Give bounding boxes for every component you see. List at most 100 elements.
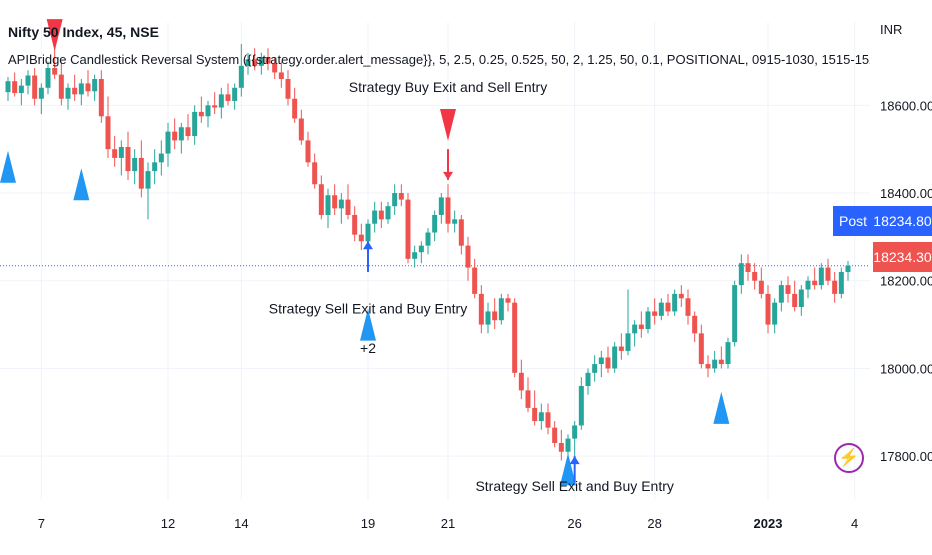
candle-body — [798, 289, 804, 308]
x-tick-label: 28 — [647, 516, 661, 531]
candle-body — [432, 214, 438, 233]
candle-body — [625, 333, 631, 351]
candle-body — [505, 298, 511, 303]
post-button[interactable]: Post — [833, 206, 873, 236]
candle-body — [12, 81, 18, 94]
candle-body — [425, 232, 431, 246]
candle-body — [538, 412, 544, 422]
y-tick-label: 18400.00 — [880, 186, 932, 201]
candle-body — [5, 81, 11, 93]
candle-body — [405, 199, 411, 259]
candle-body — [305, 140, 311, 163]
candle-body — [452, 219, 458, 224]
candle-body — [412, 252, 418, 259]
strategy-annotation: +2 — [360, 340, 376, 356]
candle-body — [392, 193, 398, 207]
x-tick-label: 4 — [851, 516, 858, 531]
candle-body — [152, 162, 158, 172]
candle-body — [832, 280, 838, 294]
candle-body — [578, 385, 584, 426]
candle-body — [545, 412, 551, 428]
candle-body — [785, 285, 791, 294]
candle-body — [145, 171, 151, 189]
candle-body — [705, 364, 711, 369]
candle-body — [245, 59, 251, 66]
candle-body — [438, 197, 444, 215]
candle-body — [665, 302, 671, 312]
candle-body — [365, 223, 371, 242]
buy-signal-triangle — [713, 391, 730, 424]
candle-body — [825, 267, 831, 281]
candle-body — [618, 346, 624, 351]
sell-signal-triangle — [46, 19, 63, 52]
sell-signal-triangle — [440, 109, 456, 142]
x-tick-label: 14 — [234, 516, 248, 531]
candle-body — [312, 162, 318, 185]
candle-body — [265, 57, 271, 64]
candle-body — [845, 265, 851, 272]
candle-body — [225, 94, 231, 101]
candle-body — [112, 149, 118, 158]
candle-body — [105, 116, 111, 150]
x-tick-label: 7 — [38, 516, 45, 531]
candle-body — [632, 324, 638, 334]
candle-body — [178, 127, 184, 141]
candle-body — [552, 427, 558, 443]
candle-body — [92, 79, 98, 92]
candle-body — [685, 298, 691, 316]
candle-body — [525, 390, 531, 408]
candle-body — [325, 195, 331, 215]
currency-label: INR — [880, 22, 903, 37]
candle-body — [565, 438, 571, 452]
candle-body — [445, 197, 451, 224]
candle-body — [572, 425, 578, 439]
candle-body — [232, 87, 238, 101]
candle-body — [298, 118, 304, 141]
candle-body — [658, 302, 664, 316]
candle-body — [358, 234, 364, 242]
candle-body — [385, 206, 391, 220]
candle-body — [158, 153, 164, 163]
buy-signal-triangle — [360, 308, 376, 341]
candle-body — [638, 324, 644, 329]
candle-body — [818, 267, 824, 286]
candle-body — [478, 293, 484, 325]
indicator-legend[interactable]: APIBridge Candlestick Reversal System ({… — [8, 52, 870, 67]
candle-body — [645, 311, 651, 329]
candle-body — [338, 199, 344, 209]
candle-body — [238, 65, 244, 88]
candle-body — [605, 357, 611, 369]
candle-body — [125, 146, 131, 172]
y-tick-label: 18200.00 — [880, 274, 932, 289]
candle-body — [252, 59, 258, 66]
price-tag-blue: 18234.80 — [873, 206, 932, 236]
candle-body — [772, 302, 778, 325]
buy-signal-triangle — [560, 453, 576, 486]
candle-body — [345, 199, 351, 215]
candle-body — [758, 280, 764, 294]
y-tick-label: 18000.00 — [880, 361, 932, 376]
lightning-bolt-icon[interactable]: ⚡ — [834, 443, 864, 473]
candle-body — [372, 210, 378, 224]
candle-body — [332, 195, 338, 209]
candle-body — [752, 271, 758, 281]
candle-body — [38, 87, 44, 99]
candle-body — [698, 333, 704, 365]
candle-body — [678, 293, 684, 299]
candle-body — [792, 293, 798, 308]
candle-body — [218, 94, 224, 108]
candle-body — [198, 111, 204, 117]
candle-body — [78, 83, 84, 95]
candle-body — [778, 285, 784, 303]
candle-body — [165, 131, 171, 154]
candle-body — [18, 85, 24, 94]
candle-body — [725, 342, 731, 365]
candle-body — [172, 131, 178, 141]
strategy-annotation: Strategy Sell Exit and Buy Entry — [475, 478, 673, 494]
candle-body — [258, 57, 264, 66]
candle-body — [518, 372, 524, 391]
signal-arrow-head — [569, 456, 580, 465]
x-tick-label: 12 — [161, 516, 175, 531]
